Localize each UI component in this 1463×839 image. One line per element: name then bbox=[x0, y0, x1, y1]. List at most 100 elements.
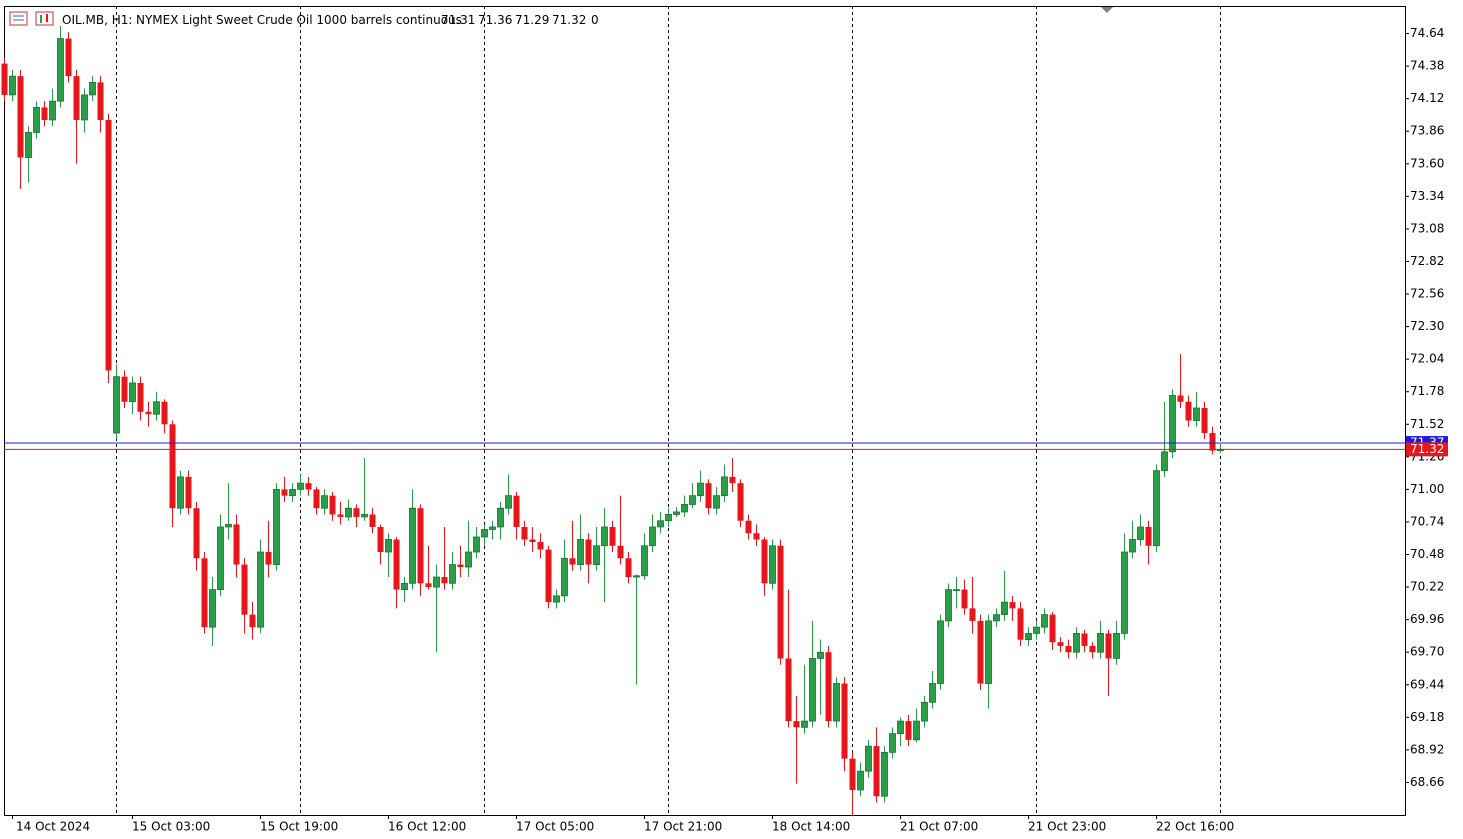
candle-body bbox=[441, 577, 448, 584]
y-tick-label: 74.38 bbox=[1410, 59, 1444, 73]
candle-body bbox=[745, 520, 752, 534]
x-tick-label: 17 Oct 05:00 bbox=[516, 820, 594, 834]
y-tick-label: 73.34 bbox=[1410, 189, 1444, 203]
candle-body bbox=[801, 720, 808, 728]
candle-body bbox=[9, 75, 16, 96]
candle-body bbox=[849, 758, 856, 790]
y-tick-label: 73.86 bbox=[1410, 124, 1444, 138]
x-tick-label: 21 Oct 23:00 bbox=[1028, 820, 1106, 834]
candle-body bbox=[785, 658, 792, 722]
candle-body bbox=[1169, 395, 1176, 453]
candle-body bbox=[417, 508, 424, 584]
candle-body bbox=[505, 495, 512, 509]
description: NYMEX Light Sweet Crude Oil 1000 barrels… bbox=[136, 13, 462, 27]
candle-body bbox=[265, 552, 272, 565]
header-high: 71.36 bbox=[478, 13, 512, 27]
candle-body bbox=[929, 683, 936, 703]
candle-body bbox=[913, 720, 920, 741]
candle-body bbox=[593, 545, 600, 565]
candle-body bbox=[185, 476, 192, 509]
candle-body bbox=[961, 589, 968, 609]
y-tick-label: 73.08 bbox=[1410, 221, 1444, 235]
candle-body bbox=[401, 582, 408, 590]
candle-body bbox=[657, 520, 664, 528]
candle-body bbox=[105, 119, 112, 371]
candle-body bbox=[521, 526, 528, 540]
candle-body bbox=[545, 549, 552, 603]
candle-body bbox=[1121, 551, 1128, 634]
bid-label-box bbox=[1406, 442, 1448, 457]
x-tick-label: 16 Oct 12:00 bbox=[388, 820, 466, 834]
x-tick-label: 15 Oct 19:00 bbox=[260, 820, 338, 834]
y-tick-label: 71.00 bbox=[1410, 482, 1444, 496]
x-tick-label: 18 Oct 14:00 bbox=[772, 820, 850, 834]
candle-body bbox=[145, 411, 152, 415]
y-tick-label: 72.30 bbox=[1410, 319, 1444, 333]
candle-body bbox=[897, 720, 904, 734]
candle-body bbox=[881, 751, 888, 797]
candle-body bbox=[1185, 401, 1192, 421]
candles bbox=[1, 26, 1224, 815]
candle-body bbox=[473, 536, 480, 553]
x-tick-label: 17 Oct 21:00 bbox=[644, 820, 722, 834]
y-tick-label: 70.74 bbox=[1410, 514, 1444, 528]
candle-body bbox=[249, 614, 256, 628]
shift-marker bbox=[1101, 7, 1113, 13]
bid-label: 71.32 bbox=[1410, 442, 1444, 456]
candle-body bbox=[617, 545, 624, 559]
candle-body bbox=[225, 524, 232, 528]
candle-body bbox=[161, 401, 168, 425]
candle-body bbox=[297, 482, 304, 490]
candle-body bbox=[1001, 601, 1008, 616]
candle-body bbox=[969, 608, 976, 621]
y-tick-label: 69.70 bbox=[1410, 645, 1444, 659]
candle-body bbox=[1, 63, 8, 95]
candle-body bbox=[409, 507, 416, 584]
candle-body bbox=[937, 620, 944, 684]
candle-body bbox=[513, 495, 520, 527]
candle-body bbox=[601, 526, 608, 547]
candle-body bbox=[705, 483, 712, 509]
candle-body bbox=[73, 76, 80, 120]
candle-body bbox=[905, 721, 912, 740]
y-tick-label: 68.92 bbox=[1410, 742, 1444, 756]
candle-body bbox=[681, 504, 688, 513]
candle-body bbox=[1209, 433, 1216, 451]
candle-body bbox=[313, 489, 320, 509]
y-tick-label: 74.64 bbox=[1410, 26, 1444, 40]
candle-body bbox=[1017, 608, 1024, 640]
candle-body bbox=[793, 721, 800, 728]
candle-body bbox=[281, 489, 288, 496]
candle-body bbox=[33, 107, 40, 133]
symbol: OIL.MB, H1: bbox=[62, 13, 132, 27]
candle-body bbox=[41, 107, 48, 120]
candle-body bbox=[497, 507, 504, 528]
candle-body bbox=[889, 733, 896, 753]
candle-body bbox=[153, 401, 160, 415]
candle-body bbox=[633, 575, 640, 578]
candle-body bbox=[945, 589, 952, 622]
candle-body bbox=[585, 539, 592, 565]
candle-body bbox=[25, 132, 32, 158]
candle-body bbox=[1177, 395, 1184, 402]
candle-body bbox=[761, 539, 768, 584]
candle-body bbox=[377, 526, 384, 553]
candle-body bbox=[1057, 642, 1064, 646]
y-tick-label: 73.60 bbox=[1410, 156, 1444, 170]
y-tick-label: 68.66 bbox=[1410, 775, 1444, 789]
candle-body bbox=[1097, 633, 1104, 653]
candle-body bbox=[449, 564, 456, 584]
candle-body bbox=[953, 589, 960, 591]
y-tick-label: 72.82 bbox=[1410, 254, 1444, 268]
candle-body bbox=[169, 424, 176, 509]
candle-body bbox=[201, 558, 208, 628]
candle-body bbox=[561, 557, 568, 597]
candle-body bbox=[65, 38, 72, 77]
candle-body bbox=[17, 76, 24, 158]
candle-body bbox=[425, 583, 432, 588]
candle-body bbox=[697, 482, 704, 497]
candle-body bbox=[257, 551, 264, 628]
candle-body bbox=[129, 382, 136, 403]
candle-body bbox=[993, 614, 1000, 622]
